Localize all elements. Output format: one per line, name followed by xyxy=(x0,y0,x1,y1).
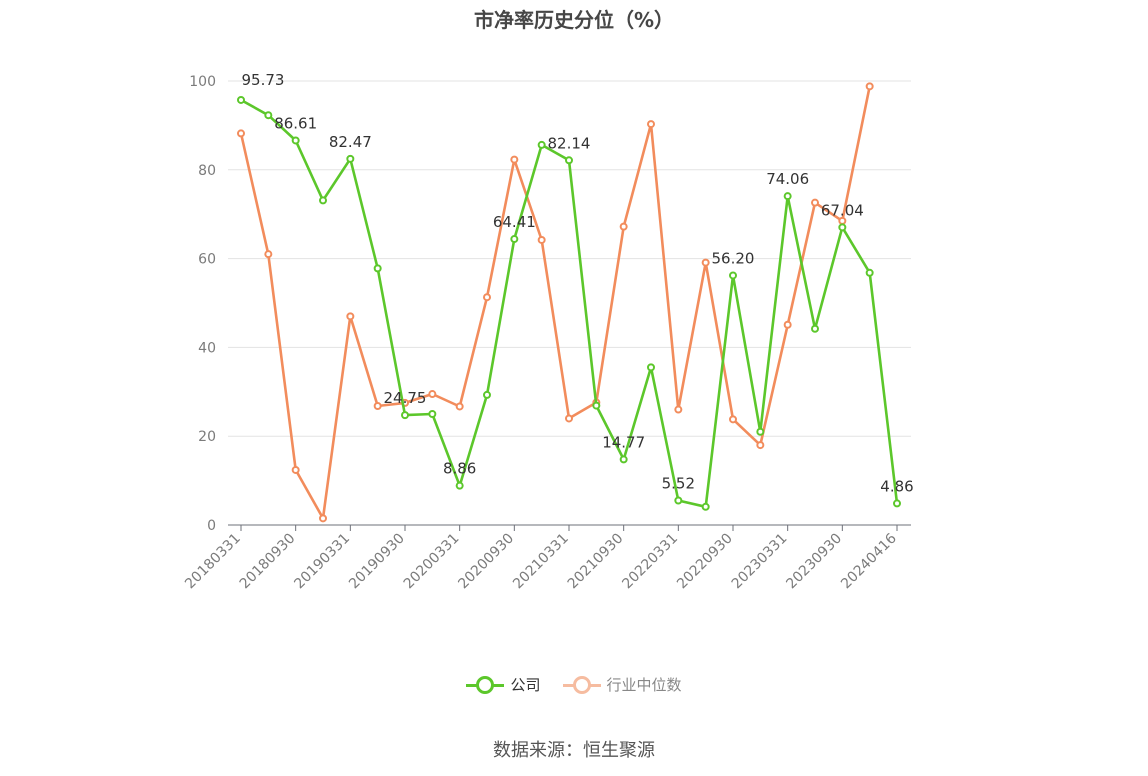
x-tick-label-8: 20200331 xyxy=(401,531,463,593)
series-0-point-19 xyxy=(756,427,765,436)
series-1-point-14 xyxy=(619,222,628,231)
series-0-point-6 xyxy=(401,411,409,420)
chart-title: 市净率历史分位（%） xyxy=(473,8,675,32)
legend-swatch-industry-median xyxy=(562,675,601,695)
series-0-point-15 xyxy=(647,363,655,372)
series-1-point-5 xyxy=(373,402,382,411)
series-1-point-4 xyxy=(346,312,355,321)
series-line-1 xyxy=(239,86,871,520)
series-1-point-19 xyxy=(756,441,765,450)
series-1-point-0 xyxy=(237,129,245,138)
legend-label-company: 公司 xyxy=(510,676,541,694)
x-tick-label-14: 20210930 xyxy=(565,531,627,593)
x-tick-label-22: 20230930 xyxy=(783,531,845,593)
series-0-point-14 xyxy=(619,455,628,464)
series-0-point-13 xyxy=(592,401,601,410)
series-0-point-9 xyxy=(483,390,491,399)
series-0-point-4 xyxy=(346,154,355,163)
series-1-point-8 xyxy=(455,402,464,411)
series-1-point-21 xyxy=(811,198,819,207)
series-1-point-1 xyxy=(264,250,273,259)
data-label-6: 24.75 xyxy=(384,389,427,407)
legend-item-company[interactable]: 公司 xyxy=(466,674,541,695)
series-1-point-11 xyxy=(537,235,546,244)
data-label-22: 67.04 xyxy=(821,201,864,219)
legend: 公司 行业中位数 xyxy=(0,674,1148,695)
x-tick-label-24: 20240416 xyxy=(838,530,900,592)
data-label-16: 5.52 xyxy=(662,474,695,492)
series-0-point-16 xyxy=(674,496,683,505)
x-tick-label-6: 20190930 xyxy=(346,531,408,593)
series-0-point-17 xyxy=(701,502,710,511)
legend-item-industry-median[interactable]: 行业中位数 xyxy=(562,674,682,695)
x-tick-label-12: 20210331 xyxy=(510,531,572,593)
series-1-point-7 xyxy=(428,390,437,399)
series-0-point-0 xyxy=(237,95,245,104)
data-label-4: 82.47 xyxy=(329,133,372,151)
series-1-point-9 xyxy=(483,293,491,302)
series-0-point-8 xyxy=(455,481,464,490)
data-label-8: 8.86 xyxy=(443,460,476,478)
y-tick-label-0: 0 xyxy=(207,518,216,534)
series-1-point-10 xyxy=(510,155,519,164)
data-label-0: 95.73 xyxy=(242,71,285,89)
series-0-point-12 xyxy=(565,156,573,165)
series-0-point-1 xyxy=(264,111,273,120)
series-0-point-22 xyxy=(838,223,847,232)
data-label-24: 4.86 xyxy=(880,477,913,495)
series-0-point-20 xyxy=(783,192,792,201)
x-tick-label-18: 20220930 xyxy=(674,531,736,593)
series-1-point-2 xyxy=(291,465,300,474)
x-tick-label-10: 20200930 xyxy=(455,531,517,593)
y-tick-label-60: 60 xyxy=(198,252,216,268)
series-1-point-16 xyxy=(674,405,683,414)
legend-label-industry-median: 行业中位数 xyxy=(606,676,682,694)
y-tick-label-40: 40 xyxy=(198,340,216,356)
source-note: 数据来源：恒生聚源 xyxy=(493,740,655,761)
x-tick-label-2: 20180930 xyxy=(237,531,299,593)
data-label-14: 14.77 xyxy=(602,433,645,451)
series-0-point-21 xyxy=(811,324,819,333)
data-label-10: 64.41 xyxy=(493,213,536,231)
series-1-point-17 xyxy=(701,258,710,267)
series-1-point-23 xyxy=(865,82,874,91)
y-tick-label-80: 80 xyxy=(198,163,216,179)
series-0-point-23 xyxy=(865,268,874,277)
data-label-20: 74.06 xyxy=(766,170,809,188)
series-0-point-18 xyxy=(729,271,737,280)
series-0-point-5 xyxy=(373,264,382,273)
series-0-point-11 xyxy=(537,140,546,149)
series-1-point-15 xyxy=(647,120,655,129)
x-tick-label-16: 20220331 xyxy=(619,531,681,593)
series-1-point-3 xyxy=(319,514,327,523)
series-0-point-3 xyxy=(319,196,327,205)
series-0-point-10 xyxy=(510,235,519,244)
series-1-point-12 xyxy=(565,414,573,423)
y-tick-label-20: 20 xyxy=(198,429,216,445)
data-label-12: 82.14 xyxy=(548,134,591,152)
series-lines xyxy=(237,82,901,523)
data-label-18: 56.20 xyxy=(712,249,755,267)
data-labels: 95.73 86.61 82.47 24.75 8.86 64.41 82.14 14.77 5… xyxy=(242,71,914,495)
legend-swatch-company xyxy=(466,675,505,695)
y-tick-label-100: 100 xyxy=(189,74,216,90)
series-1-point-18 xyxy=(729,415,737,424)
x-tick-label-20: 20230331 xyxy=(729,531,791,593)
series-0-point-7 xyxy=(428,410,437,418)
series-0-point-24 xyxy=(893,499,901,508)
series-0-point-2 xyxy=(291,136,300,145)
x-tick-label-0: 20180331 xyxy=(182,531,244,593)
x-tick-label-4: 20190331 xyxy=(291,531,353,593)
line-chart: 0 20 40 60 80 100 2018033120180930201903312019… xyxy=(182,71,914,593)
data-label-2: 86.61 xyxy=(274,114,317,132)
series-1-point-20 xyxy=(783,320,792,329)
